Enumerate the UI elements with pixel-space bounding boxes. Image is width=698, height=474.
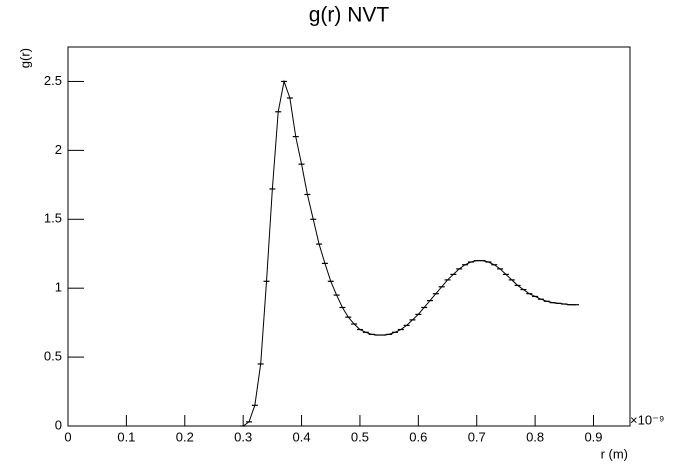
x-tick-label: 0.1: [117, 429, 135, 444]
chart-title: g(r) NVT: [309, 4, 390, 27]
x-tick-label: 0.3: [234, 429, 252, 444]
x-axis-label: r (m): [601, 446, 628, 461]
x-tick-label: 0.2: [176, 429, 194, 444]
y-tick-label: 1: [55, 280, 62, 295]
y-tick-label: 2: [55, 142, 62, 157]
y-tick-label: 2.5: [44, 73, 62, 88]
x-tick-label: 0: [64, 429, 71, 444]
y-axis-label: g(r): [17, 48, 32, 68]
x-multiplier: ×10⁻⁹: [630, 412, 664, 427]
y-tick-label: 0.5: [44, 349, 62, 364]
x-tick-label: 0.6: [409, 429, 427, 444]
y-tick-label: 1.5: [44, 211, 62, 226]
line: [242, 79, 576, 427]
x-tick-label: 0.5: [351, 429, 369, 444]
x-tick-label: 0.7: [468, 429, 486, 444]
x-tick-label: 0.9: [584, 429, 602, 444]
x-tick-label: 0.4: [293, 429, 311, 444]
x-tick-label: 0.8: [526, 429, 544, 444]
y-tick-label: 0: [55, 417, 62, 432]
plot-frame: [67, 46, 631, 427]
